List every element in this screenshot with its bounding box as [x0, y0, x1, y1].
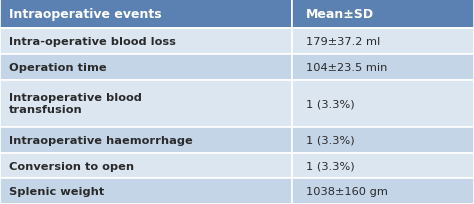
Bar: [0, 0, 292, 29]
Bar: [292, 153, 474, 178]
Bar: [292, 29, 474, 55]
Text: Splenic weight: Splenic weight: [9, 186, 104, 196]
Bar: [0, 55, 292, 80]
Text: 1038±160 gm: 1038±160 gm: [306, 186, 388, 196]
Text: Intra-operative blood loss: Intra-operative blood loss: [9, 37, 175, 47]
Text: 1 (3.3%): 1 (3.3%): [306, 161, 355, 171]
Bar: [292, 0, 474, 29]
Text: 1 (3.3%): 1 (3.3%): [306, 99, 355, 109]
Text: Operation time: Operation time: [9, 63, 106, 73]
Bar: [0, 178, 292, 204]
Bar: [292, 80, 474, 128]
Text: 179±37.2 ml: 179±37.2 ml: [306, 37, 380, 47]
Bar: [0, 80, 292, 128]
Text: Intraoperative haemorrhage: Intraoperative haemorrhage: [9, 135, 192, 145]
Text: Mean±SD: Mean±SD: [306, 8, 374, 21]
Text: Conversion to open: Conversion to open: [9, 161, 134, 171]
Bar: [292, 55, 474, 80]
Text: Intraoperative blood
transfusion: Intraoperative blood transfusion: [9, 93, 141, 115]
Bar: [292, 128, 474, 153]
Bar: [0, 153, 292, 178]
Bar: [292, 178, 474, 204]
Bar: [0, 128, 292, 153]
Text: 104±23.5 min: 104±23.5 min: [306, 63, 387, 73]
Text: 1 (3.3%): 1 (3.3%): [306, 135, 355, 145]
Bar: [0, 29, 292, 55]
Text: Intraoperative events: Intraoperative events: [9, 8, 161, 21]
